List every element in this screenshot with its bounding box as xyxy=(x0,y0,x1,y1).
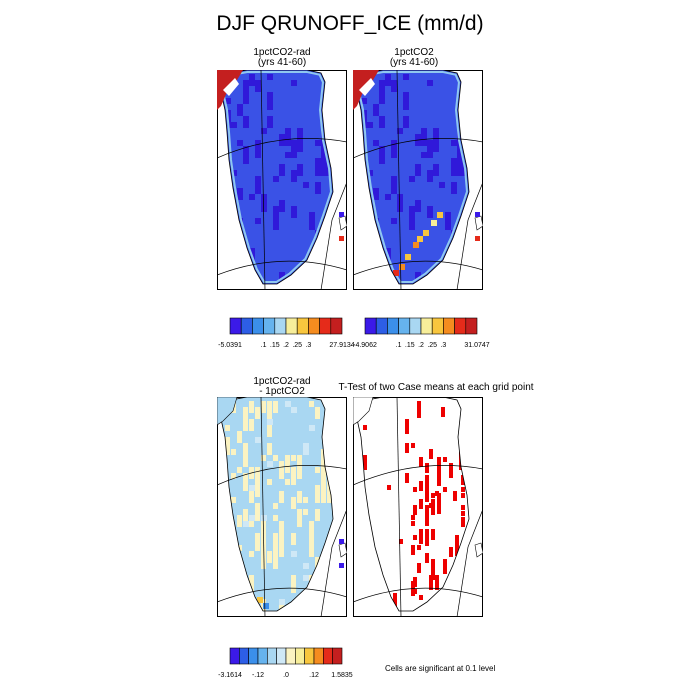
colorbar-label: .25 xyxy=(292,342,302,349)
colorbar-swatch xyxy=(465,317,478,335)
colorbar-swatch xyxy=(229,647,240,665)
panel-1-title-line2: (yrs 41-60) xyxy=(257,57,307,68)
colorbar-swatch xyxy=(332,647,343,665)
colorbar-label: -3.1614 xyxy=(218,672,242,679)
panel-1-title: 1pctCO2-rad (yrs 41-60) xyxy=(232,48,332,68)
colorbar-label: .1 xyxy=(396,342,402,349)
panel-2-title-line1: 1pctCO2 xyxy=(394,47,434,58)
colorbar-swatch xyxy=(229,317,242,335)
colorbar-swatch xyxy=(239,647,249,665)
colorbar-3: -3.1614 -.12 .0 .12 1.5835 xyxy=(218,647,353,679)
colorbar-swatch xyxy=(276,647,287,665)
colorbar-swatch xyxy=(420,317,433,335)
panel-2-title-line2: (yrs 41-60) xyxy=(389,57,439,68)
colorbar-swatch xyxy=(387,317,399,335)
colorbar-label: .2 xyxy=(283,342,289,349)
main-title: DJF QRUNOFF_ICE (mm/d) xyxy=(216,12,484,35)
colorbar-swatch xyxy=(398,317,411,335)
colorbar-swatch xyxy=(240,317,253,335)
colorbar-swatch xyxy=(431,317,444,335)
colorbar-swatch xyxy=(285,647,296,665)
colorbar-1: -5.0391 .1.15.2.25.3 27.9134 xyxy=(218,317,355,349)
colorbar-swatch xyxy=(375,317,388,335)
colorbar-swatch xyxy=(304,647,315,665)
significance-note: Cells are significant at 0.1 level xyxy=(385,664,496,673)
colorbar-swatch xyxy=(313,647,324,665)
panel-1-map xyxy=(217,70,347,290)
colorbar-swatch xyxy=(308,317,320,335)
colorbar-swatch xyxy=(285,317,298,335)
colorbar-label: 1.5835 xyxy=(331,672,353,679)
colorbar-swatch xyxy=(295,647,305,665)
colorbar-swatch xyxy=(454,317,467,335)
colorbar-swatch xyxy=(248,647,259,665)
colorbar-swatch xyxy=(296,317,309,335)
colorbar-2: -4.9062 .1.15.2.25.3 31.0747 xyxy=(353,317,490,349)
colorbar-label: -.12 xyxy=(252,672,264,679)
colorbar-label: .0 xyxy=(283,672,289,679)
colorbar-swatch xyxy=(257,647,268,665)
panel-4-map xyxy=(353,397,483,617)
colorbar-swatch xyxy=(252,317,264,335)
colorbar-label: -4.9062 xyxy=(353,342,377,349)
colorbar-swatch xyxy=(319,317,332,335)
colorbar-label: .3 xyxy=(305,342,311,349)
colorbar-swatch xyxy=(330,317,343,335)
panel-3-title-line1: 1pctCO2-rad xyxy=(253,376,311,387)
colorbar-swatch xyxy=(409,317,422,335)
panel-3-title: 1pctCO2-rad - 1pctCO2 xyxy=(232,377,332,397)
panel-3-map xyxy=(217,397,347,617)
colorbar-label: .12 xyxy=(309,672,319,679)
colorbar-label: .25 xyxy=(427,342,437,349)
colorbar-swatch xyxy=(274,317,287,335)
colorbar-swatch xyxy=(443,317,455,335)
colorbar-label: .1 xyxy=(261,342,267,349)
panel-2-map xyxy=(353,70,483,290)
panel-4-title: T-Test of two Case means at each grid po… xyxy=(338,382,534,393)
colorbar-label: 27.9134 xyxy=(329,342,354,349)
colorbar-label: -5.0391 xyxy=(218,342,242,349)
colorbar-swatch xyxy=(263,317,276,335)
colorbar-swatch xyxy=(323,647,333,665)
colorbar-label: .15 xyxy=(405,342,415,349)
panel-3-title-line2: - 1pctCO2 xyxy=(259,386,305,397)
colorbar-label: .2 xyxy=(418,342,424,349)
colorbar-label: 31.0747 xyxy=(464,342,489,349)
colorbar-swatch xyxy=(267,647,277,665)
panel-2-title: 1pctCO2 (yrs 41-60) xyxy=(364,48,464,68)
panel-1-title-line1: 1pctCO2-rad xyxy=(253,47,311,58)
colorbar-swatch xyxy=(364,317,377,335)
colorbar-label: .15 xyxy=(270,342,280,349)
colorbar-label: .3 xyxy=(440,342,446,349)
